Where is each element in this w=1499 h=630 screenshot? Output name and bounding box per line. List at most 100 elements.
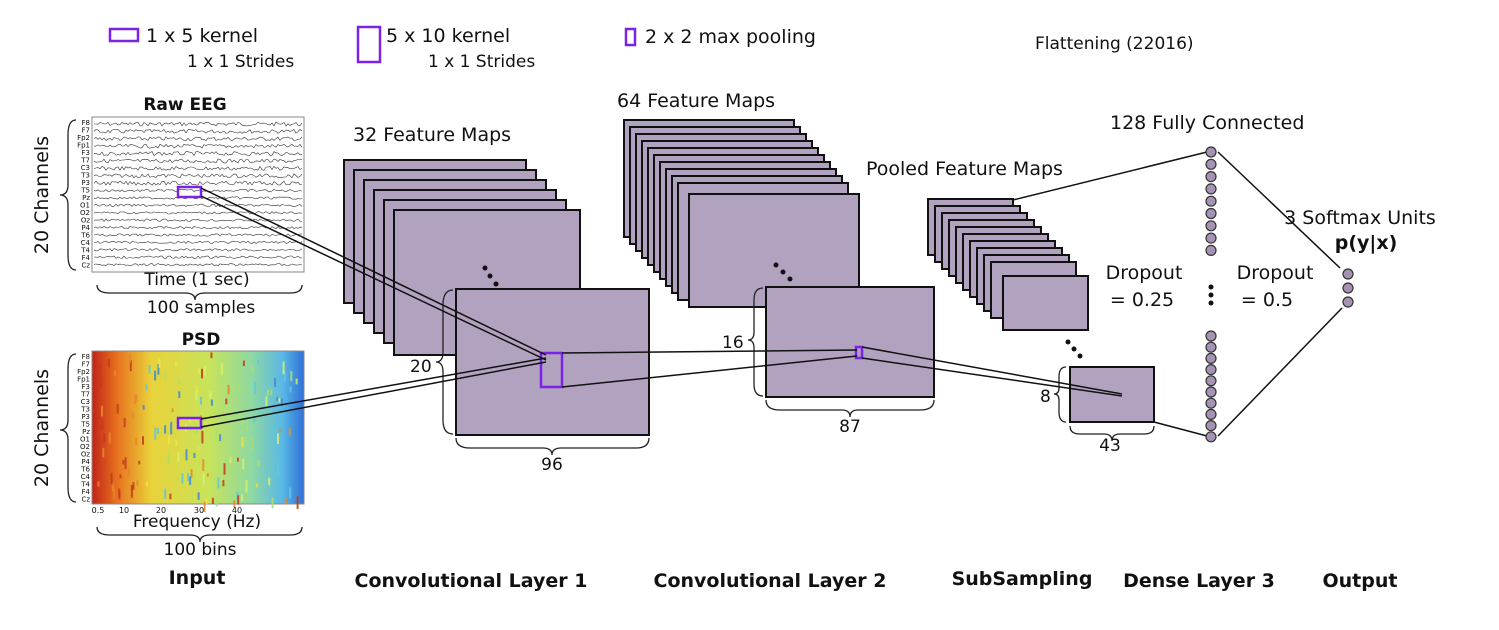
channel-label: F8 (82, 353, 90, 361)
eeg-trace (93, 151, 303, 157)
psd-cell (289, 487, 292, 499)
eeg-trace (93, 143, 303, 149)
psd-cell (189, 476, 192, 485)
psd-cell (215, 499, 218, 507)
psd-tick-label: 20 (156, 506, 166, 515)
channel-label: C3 (81, 398, 90, 406)
psd-title: PSD (182, 330, 221, 350)
psd-cell (123, 417, 126, 428)
dense-neuron (1205, 420, 1217, 432)
dropout-2-label: Dropout (1237, 262, 1314, 284)
raw-eeg-frame (91, 116, 305, 273)
channel-label: T5 (80, 187, 90, 195)
channel-label: Fp1 (77, 142, 90, 150)
dense-neuron (1205, 330, 1217, 342)
psd-cell (164, 373, 167, 380)
connector-line (200, 187, 547, 356)
psd-cell (241, 436, 244, 448)
psd-tick-label: 0.5 (92, 506, 105, 515)
psd-cell (110, 472, 113, 485)
psd-cell (296, 496, 299, 510)
eeg-trace (93, 255, 303, 259)
psd-cell (129, 353, 131, 364)
psd-cell (197, 447, 200, 452)
raw-eeg-ylabel: 20 Channels (31, 136, 53, 254)
psd-cell (201, 430, 204, 444)
psd-cell (237, 384, 240, 391)
channel-label: F7 (82, 361, 90, 369)
psd-cell (276, 397, 279, 402)
psd-cell (270, 389, 273, 396)
output-title: 3 Softmax Units (1284, 207, 1436, 229)
channel-label: P3 (81, 413, 90, 421)
psd-frequency-ticks: 0.5 10 20 30 40 (92, 506, 242, 515)
psd-cell (242, 360, 245, 366)
psd-bottom-brace (96, 526, 303, 543)
psd-cell (244, 436, 247, 441)
psd-cell (289, 386, 292, 393)
psd-cell (284, 497, 287, 505)
psd-cell (169, 493, 172, 500)
channel-label: F3 (82, 383, 90, 391)
psd-cell (241, 494, 243, 501)
ellipsis-dot (1208, 292, 1214, 298)
channel-label: F7 (82, 127, 90, 135)
dense-neuron (1205, 220, 1217, 232)
psd-cell (103, 433, 106, 443)
ellipsis-dot (1065, 339, 1071, 345)
psd-cell (118, 488, 121, 497)
psd-cell (168, 435, 170, 445)
psd-cell (255, 483, 258, 488)
ellipsis-dot (487, 273, 493, 279)
psd-cell (215, 427, 218, 440)
channel-label: Fp2 (77, 368, 90, 376)
psd-cell (242, 416, 244, 427)
psd-cell (122, 460, 125, 465)
psd-cell (227, 384, 230, 395)
channel-label: F3 (82, 149, 90, 157)
kernel-5x10-swatch (356, 25, 382, 64)
psd-cell (223, 463, 226, 475)
channel-label: T7 (80, 157, 90, 165)
psd-cell (188, 416, 191, 423)
raw-eeg-traces (93, 121, 303, 267)
dense-neuron (1205, 375, 1217, 387)
psd-cell (254, 381, 257, 394)
psd-cell (113, 370, 116, 376)
ellipsis-dot (493, 281, 499, 287)
raw-eeg-title: Raw EEG (143, 95, 226, 115)
connector-line (1217, 151, 1341, 269)
psd-cell (108, 432, 111, 444)
psd-cell (195, 390, 198, 401)
ellipsis-dot (780, 269, 786, 275)
psd-cell (290, 371, 293, 382)
dense-neuron (1205, 352, 1217, 364)
output-neuron (1342, 268, 1354, 280)
dense-neuron (1205, 146, 1217, 158)
eeg-trace (93, 158, 303, 164)
psd-cell (274, 377, 277, 387)
connector-line (1153, 421, 1208, 437)
psd-xlabel: Frequency (Hz) (133, 512, 261, 532)
dropout-1-label: Dropout (1106, 262, 1183, 284)
psd-cell (159, 356, 162, 361)
psd-cell (138, 460, 141, 465)
psd-cell (101, 405, 103, 417)
dropout-1-value: = 0.25 (1110, 289, 1174, 311)
ellipsis-dot (1077, 353, 1083, 359)
ellipsis-dot (1071, 346, 1077, 352)
output-formula: p(y|x) (1335, 232, 1398, 254)
pooling-label: 2 x 2 max pooling (645, 26, 816, 48)
channel-label: Cz (81, 262, 90, 270)
pooled-map (1002, 275, 1089, 331)
psd-cell (202, 459, 205, 471)
psd-cell (130, 485, 133, 498)
psd-cell (99, 362, 102, 376)
psd-cell (278, 397, 281, 403)
psd-cell (219, 434, 222, 442)
psd-cell (129, 360, 132, 371)
dense-neuron (1205, 341, 1217, 353)
conv2-stack: 64 Feature Maps 16 87 (617, 90, 935, 437)
psd-cell (246, 425, 248, 432)
